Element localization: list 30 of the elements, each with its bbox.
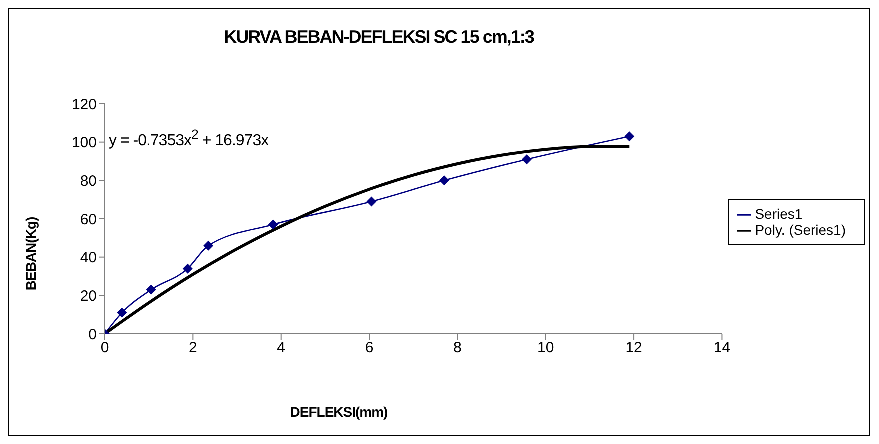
y-axis-title: BEBAN(Kg) (23, 217, 39, 291)
legend-label: Series1 (755, 206, 803, 222)
point (439, 176, 450, 186)
x-axis-title: DEFLEKSI(mm) (289, 404, 389, 420)
legend-label: Poly. (Series1) (755, 222, 846, 238)
x-tick-label: 10 (538, 340, 554, 357)
chart-title: KURVA BEBAN-DEFLEKSI SC 15 cm,1:3 (223, 27, 536, 48)
y-tick-label: 120 (72, 96, 97, 114)
y-tick-label: 60 (80, 211, 97, 228)
y-tick-label: 0 (88, 326, 97, 344)
x-tick-label: 8 (454, 340, 462, 357)
point (117, 308, 128, 318)
point (366, 196, 377, 207)
x-tick-label: 14 (714, 340, 731, 357)
x-tick-label: 6 (365, 340, 374, 357)
point (268, 220, 278, 230)
y-tick-label: 80 (80, 172, 97, 190)
point (182, 264, 193, 274)
x-tick-label: 12 (626, 340, 642, 357)
point (146, 284, 156, 295)
y-tick-label: 100 (72, 134, 97, 152)
y-tick-label: 40 (80, 250, 97, 267)
point (204, 240, 214, 251)
point (624, 132, 635, 142)
x-tick-label: 4 (277, 340, 286, 357)
y-tick-label: 20 (80, 288, 97, 305)
annotation: y = -0.7353x$^{2}$ + 16.973x (109, 127, 269, 150)
point (522, 154, 532, 165)
x-tick-label: 0 (100, 340, 110, 357)
x-tick-label: 2 (189, 340, 198, 357)
